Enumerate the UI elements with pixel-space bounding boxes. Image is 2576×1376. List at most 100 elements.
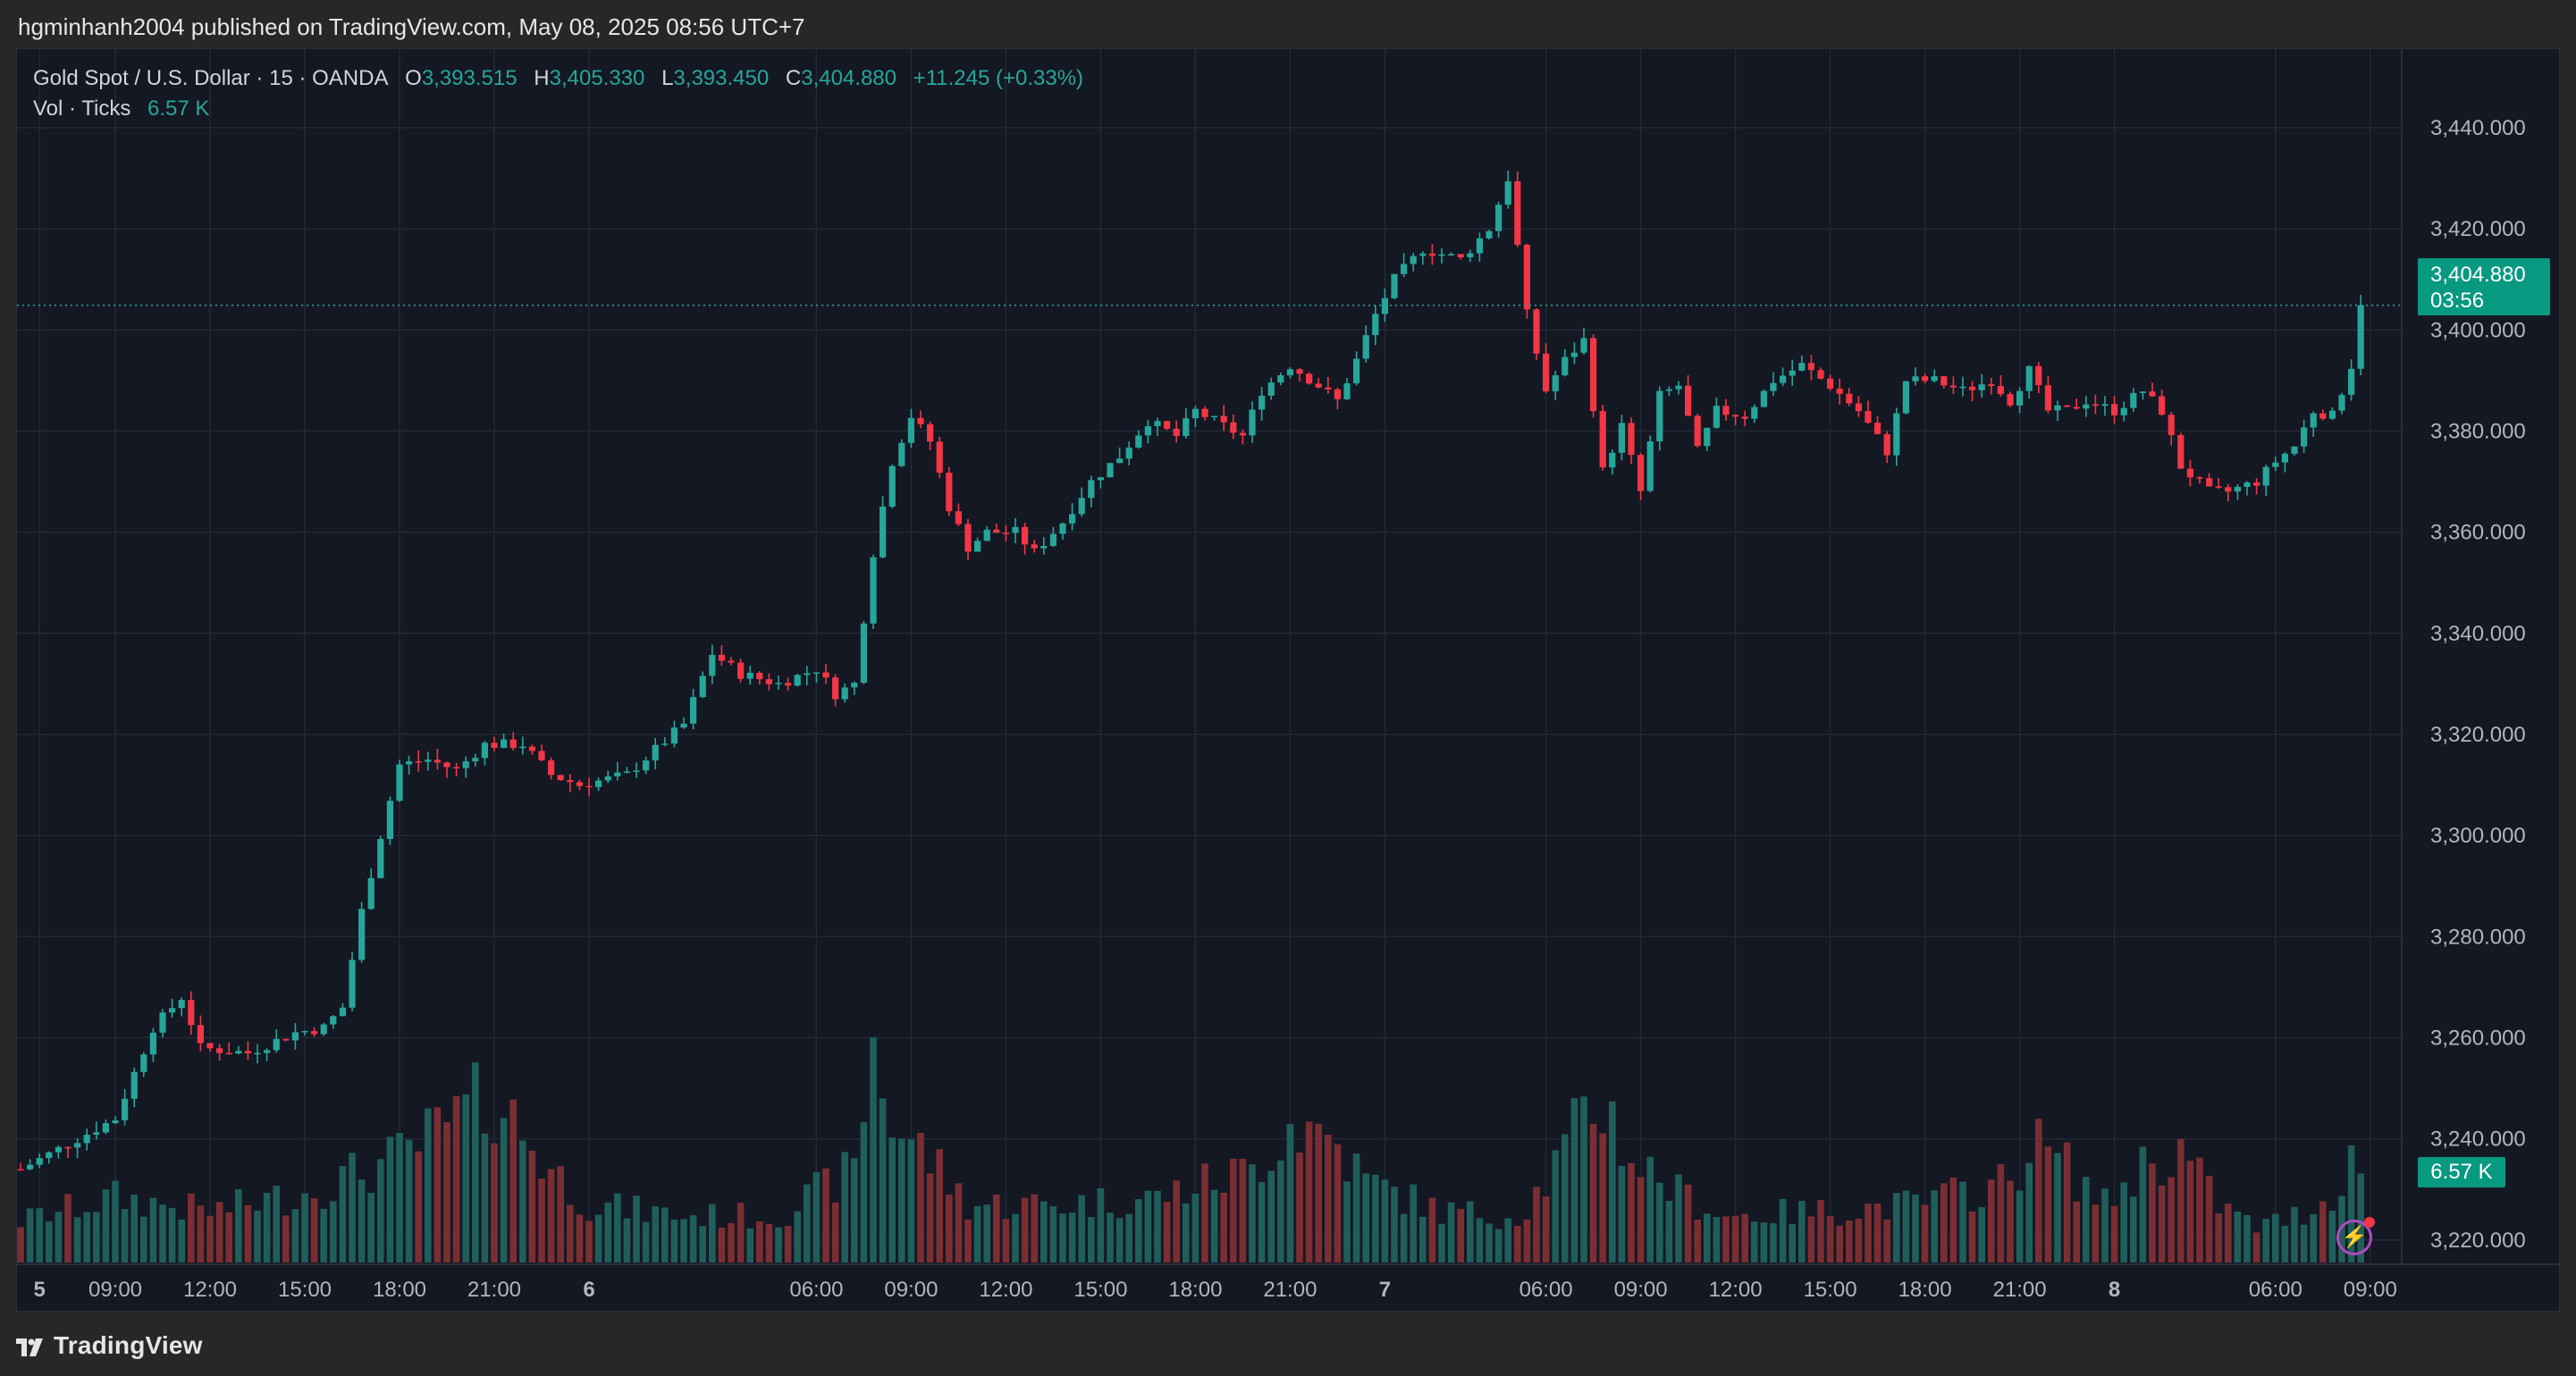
candle-body <box>1410 256 1417 264</box>
volume-bar <box>1959 1181 1966 1263</box>
candle-body <box>851 683 858 688</box>
candle-body <box>955 511 962 524</box>
volume-bar <box>225 1212 232 1263</box>
candle-body <box>528 746 535 751</box>
volume-bar <box>2007 1180 2014 1263</box>
x-tick-label: 09:00 <box>884 1278 938 1302</box>
volume-bar <box>794 1211 801 1263</box>
candle-body <box>406 760 413 765</box>
volume-bar <box>1154 1190 1161 1263</box>
candle-body <box>1107 463 1114 478</box>
candle-body <box>55 1146 62 1153</box>
candle-body <box>2073 407 2080 409</box>
volume-bar <box>1002 1219 1010 1263</box>
candle-body <box>1685 385 1692 416</box>
candle-body <box>822 672 829 678</box>
candle-body <box>1751 407 1758 419</box>
candle-body <box>604 776 611 781</box>
y-tick-label: 3,340.000 <box>2430 622 2526 646</box>
volume-bar <box>1210 1189 1218 1263</box>
volume-bar <box>2281 1225 2289 1263</box>
volume-bar <box>1362 1173 1369 1263</box>
candle-body <box>1523 244 1530 310</box>
volume-bar <box>1220 1192 1227 1263</box>
volume-bar <box>1656 1182 1663 1263</box>
candle-body <box>898 442 905 466</box>
volume-bar <box>2044 1146 2052 1263</box>
volume-bar <box>1817 1199 1824 1263</box>
candle-body <box>358 909 366 961</box>
chart-panel[interactable]: 3,440.000 3,420.000 3,400.000 3,380.000 3,36… <box>16 48 2560 1312</box>
candle-body <box>1570 352 1578 357</box>
candle-body <box>1164 421 1171 429</box>
volume-bar <box>2215 1213 2222 1263</box>
volume-bar <box>804 1184 811 1263</box>
candle-body <box>1637 455 1645 491</box>
candle-body <box>1353 358 1360 383</box>
candle-body <box>1286 369 1293 376</box>
volume-bar <box>2357 1173 2364 1263</box>
volume-bar <box>405 1139 413 1263</box>
volume-bar <box>775 1227 782 1263</box>
volume-bar <box>1760 1222 1768 1263</box>
candle-body <box>2253 482 2260 486</box>
volume-bar <box>197 1205 205 1263</box>
volume-bar <box>1144 1190 1152 1263</box>
volume-bar <box>860 1121 868 1263</box>
volume-bar <box>1865 1204 1872 1263</box>
candle-body <box>1959 386 1966 389</box>
candle-body <box>1883 433 1890 456</box>
candle-body <box>1343 382 1351 399</box>
candlestick-chart[interactable]: 3,440.000 3,420.000 3,400.000 3,380.000 3,36… <box>17 49 2560 1312</box>
candle-body <box>1144 425 1151 436</box>
volume-bar <box>1912 1194 1919 1263</box>
volume-bar <box>2205 1176 2213 1263</box>
volume-bar <box>1400 1213 1408 1263</box>
volume-bar <box>547 1169 555 1263</box>
volume-bar <box>1021 1197 1029 1263</box>
volume-bar <box>2319 1201 2327 1263</box>
candle-body <box>1713 406 1720 428</box>
candle-body <box>1855 403 1862 412</box>
volume-bar <box>330 1201 337 1263</box>
candles <box>17 171 2364 1171</box>
volume-bar <box>2328 1211 2336 1263</box>
y-tick-label: 3,220.000 <box>2430 1229 2526 1253</box>
volume-bar <box>112 1180 119 1263</box>
candle-body <box>1675 385 1682 390</box>
candle-body <box>2348 368 2355 395</box>
x-tick-label: 7 <box>1379 1278 1391 1302</box>
candle-body <box>812 672 820 675</box>
lightning-icon[interactable]: ⚡ <box>2336 1217 2375 1255</box>
volume-bar <box>765 1223 773 1263</box>
candle-body <box>1817 370 1824 379</box>
symbol-label[interactable]: Gold Spot / U.S. Dollar · 15 · OANDA <box>33 66 389 90</box>
volume-bar <box>709 1204 716 1263</box>
volume-bar <box>1391 1187 1398 1263</box>
candle-body <box>860 623 867 684</box>
volume-bar <box>1372 1174 1379 1263</box>
volume-bar <box>642 1221 650 1263</box>
volume-bar <box>557 1166 564 1263</box>
volume-bar <box>1201 1163 1208 1263</box>
candle-body <box>804 673 811 675</box>
candle-body <box>576 782 583 786</box>
candle-body <box>2083 404 2090 409</box>
tradingview-logo-icon[interactable] <box>16 1337 46 1358</box>
candle-body <box>1732 415 1739 417</box>
candle-body <box>93 1132 100 1135</box>
candle-body <box>1401 264 1408 274</box>
candle-body <box>614 772 621 776</box>
volume-bar <box>282 1215 290 1263</box>
candle-body <box>1220 415 1227 423</box>
volume-bar <box>661 1207 669 1263</box>
candle-body <box>2206 478 2213 487</box>
candle-body <box>1381 298 1388 315</box>
volume-value: 6.57 K <box>147 96 210 121</box>
volume-bar <box>55 1212 63 1263</box>
volume-label[interactable]: Vol · Ticks <box>33 96 131 121</box>
candle-body <box>17 1169 24 1171</box>
volume-bar <box>244 1204 252 1263</box>
brand-name[interactable]: TradingView <box>54 1331 203 1359</box>
volume-bar <box>2252 1232 2260 1263</box>
